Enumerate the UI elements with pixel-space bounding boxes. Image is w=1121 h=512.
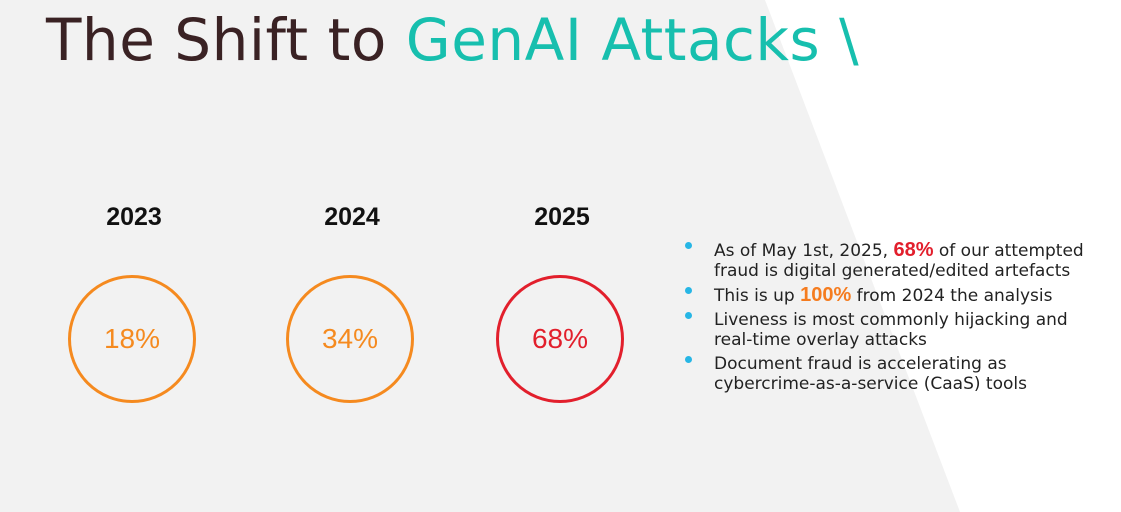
percent-value: 18% (103, 323, 161, 354)
year-label: 2024 (324, 203, 380, 231)
percent-ring: 34% (286, 275, 414, 403)
bullet-item: Document fraud is accelerating as cyberc… (685, 354, 1105, 394)
bullet-item: This is up 100% from 2024 the analysis (685, 285, 1105, 306)
page-title: The Shift to GenAI Attacks \ (46, 2, 859, 78)
percent-value: 68% (531, 323, 589, 354)
bullet-dot-icon (685, 287, 692, 294)
bullet-list: As of May 1st, 2025, 68% of our attempte… (685, 240, 1105, 398)
bullet-text-pre: As of May 1st, 2025, (714, 241, 894, 261)
title-part-1: The Shift to (46, 6, 406, 74)
bullet-dot-icon (685, 356, 692, 363)
bullet-highlight: 68% (893, 239, 934, 261)
percent-ring: 18% (68, 275, 196, 403)
year-label: 2025 (534, 203, 590, 231)
bullet-text-post: of our attempted fraud is digital genera… (714, 241, 1084, 281)
percent-ring: 68% (496, 275, 624, 403)
bullet-item: Liveness is most commonly hijacking and … (685, 310, 1105, 350)
percent-value: 34% (321, 323, 379, 354)
bullet-text-pre: This is up (714, 286, 801, 306)
bullet-text: Liveness is most commonly hijacking and … (714, 310, 1068, 350)
bullet-dot-icon (685, 312, 692, 319)
bullet-dot-icon (685, 242, 692, 249)
bullet-text-post: from 2024 the analysis (851, 286, 1053, 306)
bullet-text: Document fraud is accelerating as cyberc… (714, 354, 1027, 394)
title-part-2: GenAI Attacks \ (405, 6, 860, 74)
year-label: 2023 (106, 203, 162, 231)
bullet-item: As of May 1st, 2025, 68% of our attempte… (685, 240, 1105, 281)
bullet-highlight: 100% (800, 284, 852, 306)
